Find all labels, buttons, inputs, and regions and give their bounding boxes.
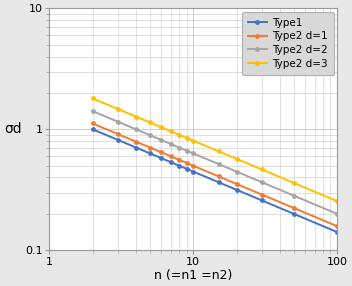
Type2 d=2 [134, 128, 138, 131]
Type1 [148, 152, 152, 155]
Type2 d=3 [292, 181, 296, 184]
Line: Type2 d=3: Type2 d=3 [90, 96, 339, 204]
Type2 d=2 [148, 134, 152, 137]
Type2 d=2 [90, 110, 95, 113]
Type1 [134, 146, 138, 149]
Type1 [191, 170, 195, 173]
Type2 d=3 [335, 199, 339, 203]
Type2 d=2 [234, 170, 239, 173]
Type2 d=1 [134, 140, 138, 143]
Type1 [216, 180, 221, 184]
Type2 d=1 [90, 122, 95, 125]
Type2 d=1 [335, 225, 339, 228]
Line: Type2 d=1: Type2 d=1 [90, 121, 339, 229]
Type2 d=2 [191, 152, 195, 155]
Legend: Type1, Type2 d=1, Type2 d=2, Type2 d=3: Type1, Type2 d=1, Type2 d=2, Type2 d=3 [242, 11, 334, 75]
Type2 d=1 [116, 132, 120, 136]
Line: Type2 d=2: Type2 d=2 [90, 109, 339, 216]
Type2 d=2 [169, 142, 173, 146]
Type2 d=1 [216, 175, 221, 178]
Type2 d=1 [234, 182, 239, 186]
Type1 [234, 188, 239, 192]
Type2 d=2 [292, 194, 296, 197]
Type2 d=3 [116, 107, 120, 111]
Type2 d=3 [134, 115, 138, 118]
Type2 d=1 [191, 164, 195, 167]
Type1 [184, 167, 189, 170]
Type2 d=2 [184, 149, 189, 152]
Type1 [292, 212, 296, 216]
Type2 d=3 [177, 133, 181, 136]
Y-axis label: σd: σd [5, 122, 22, 136]
Type1 [159, 156, 163, 160]
Type2 d=3 [169, 130, 173, 133]
Type2 d=1 [177, 158, 181, 162]
Type2 d=3 [184, 136, 189, 140]
Type1 [90, 128, 95, 131]
Type2 d=2 [216, 162, 221, 166]
Type1 [177, 164, 181, 167]
Type2 d=1 [148, 146, 152, 149]
Type2 d=3 [90, 97, 95, 100]
Type2 d=1 [260, 193, 264, 196]
Type2 d=3 [216, 150, 221, 153]
Type2 d=2 [260, 180, 264, 184]
Type2 d=2 [116, 120, 120, 124]
Type1 [260, 199, 264, 202]
Type2 d=3 [148, 121, 152, 124]
X-axis label: n (=n1 =n2): n (=n1 =n2) [154, 269, 232, 281]
Line: Type1: Type1 [90, 127, 339, 235]
Type1 [116, 138, 120, 142]
Type2 d=1 [169, 155, 173, 158]
Type1 [335, 230, 339, 234]
Type2 d=3 [234, 157, 239, 160]
Type2 d=2 [335, 212, 339, 216]
Type2 d=1 [292, 206, 296, 210]
Type2 d=2 [177, 146, 181, 149]
Type2 d=3 [191, 139, 195, 142]
Type2 d=2 [159, 138, 163, 142]
Type1 [169, 160, 173, 164]
Type2 d=1 [184, 161, 189, 165]
Type2 d=3 [159, 126, 163, 129]
Type2 d=1 [159, 151, 163, 154]
Type2 d=3 [260, 168, 264, 171]
